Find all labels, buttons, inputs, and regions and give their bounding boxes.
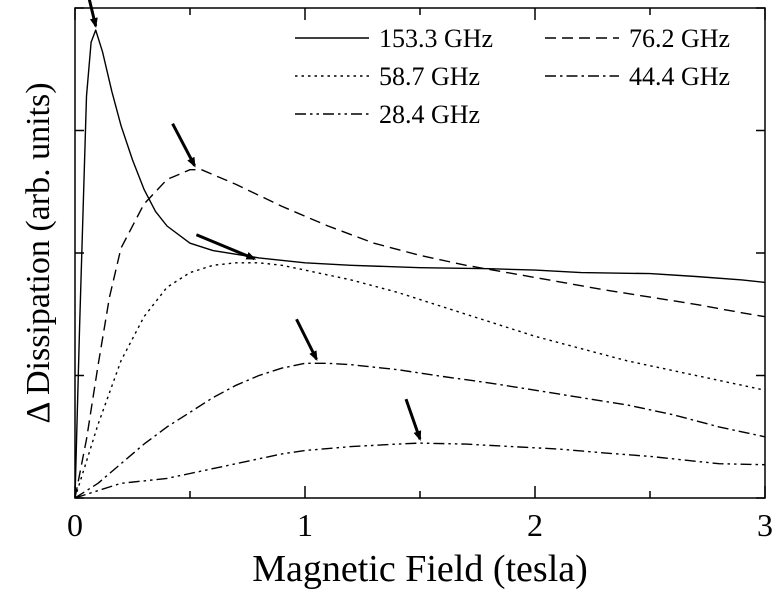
series-line-4: [74, 442, 766, 499]
series-lines: [74, 29, 766, 499]
peak-arrow-3: [295, 318, 318, 362]
legend-label-2: 58.7 GHz: [379, 62, 480, 91]
series-line-2: [74, 262, 766, 499]
legend-label-3: 44.4 GHz: [629, 62, 730, 91]
axis-ticks: [74, 7, 766, 499]
series-line-1: [74, 169, 766, 499]
peak-arrow-1: [171, 123, 196, 168]
legend-label-4: 28.4 GHz: [379, 100, 480, 129]
peak-arrow-2: [195, 233, 257, 261]
y-axis-label: Δ Dissipation (arb. units): [20, 82, 57, 423]
series-line-0: [74, 29, 766, 499]
legend-label-1: 76.2 GHz: [629, 24, 730, 53]
x-tick-label: 0: [67, 507, 83, 543]
x-tick-label: 1: [297, 507, 313, 543]
legend-label-0: 153.3 GHz: [379, 24, 493, 53]
x-tick-label: 3: [757, 507, 773, 543]
x-tick-label: 2: [527, 507, 543, 543]
peak-arrows: [87, 0, 422, 442]
legend: 153.3 GHz 76.2 GHz 58.7 GHz 44.4 GHz 28.4 GH…: [295, 24, 730, 129]
peak-arrow-4: [404, 398, 422, 442]
series-line-3: [74, 362, 766, 499]
peak-arrow-0: [87, 0, 98, 28]
x-tick-labels: 0 1 2 3: [67, 507, 773, 543]
x-axis-label: Magnetic Field (tesla): [252, 548, 588, 590]
